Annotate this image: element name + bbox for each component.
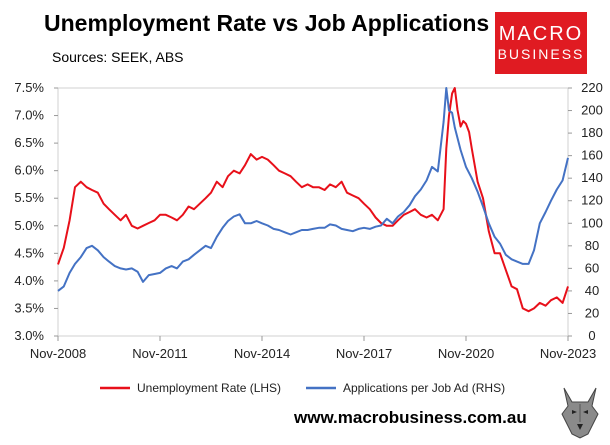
- y-right-tick-label: 60: [585, 260, 599, 275]
- wolf-logo-icon: [558, 384, 602, 440]
- y-left-tick-label: 3.0%: [14, 328, 44, 343]
- y-left-tick-label: 7.0%: [14, 108, 44, 123]
- plot-area-frame: [57, 87, 569, 337]
- x-tick-label: Nov-2011: [132, 346, 187, 361]
- legend-label: Applications per Job Ad (RHS): [343, 381, 505, 395]
- y-right-tick-label: 40: [585, 283, 599, 298]
- chart-title: Unemployment Rate vs Job Applications: [44, 10, 490, 36]
- series-line-unemployment-rate: [57, 87, 569, 313]
- x-tick-label: Nov-2017: [336, 346, 392, 361]
- x-tick-label: Nov-2020: [438, 346, 494, 361]
- y-left-tick-label: 3.5%: [14, 300, 44, 315]
- y-right-tick-label: 100: [581, 215, 603, 230]
- y-left-tick-label: 7.5%: [14, 80, 44, 95]
- logo-line-2: BUSINESS: [497, 46, 585, 62]
- x-tick-label: Nov-2014: [234, 346, 290, 361]
- y-left-tick-label: 6.5%: [14, 135, 44, 150]
- website-url: www.macrobusiness.com.au: [294, 408, 527, 427]
- legend-label: Unemployment Rate (LHS): [137, 381, 281, 395]
- macro-business-logo: MACRO BUSINESS: [495, 12, 587, 74]
- y-left-tick-label: 5.0%: [14, 218, 44, 233]
- y-left-tick-label: 4.5%: [14, 245, 44, 260]
- dual-axis-line-chart: 3.0% 3.5% 4.0% 4.5% 5.0% 5.5% 6.0% 6.5% 7.0% 7.5%…: [14, 80, 603, 395]
- y-right-tick-label: 200: [581, 103, 603, 118]
- y-right-tick-label: 180: [581, 125, 603, 140]
- y-right-tick-label: 160: [581, 148, 603, 163]
- y-right-tick-label: 140: [581, 170, 603, 185]
- series-line-applications-per-job-ad: [57, 87, 569, 292]
- x-tick-label: Nov-2008: [30, 346, 86, 361]
- y-left-tick-label: 4.0%: [14, 273, 44, 288]
- chart-subtitle: Sources: SEEK, ABS: [52, 49, 184, 65]
- y-right-tick-label: 220: [581, 80, 603, 95]
- y-right-tick-label: 0: [588, 328, 595, 343]
- x-tick-label: Nov-2023: [540, 346, 596, 361]
- y-right-tick-label: 80: [585, 238, 599, 253]
- y-left-tick-label: 6.0%: [14, 163, 44, 178]
- y-left-tick-label: 5.5%: [14, 190, 44, 205]
- y-right-tick-label: 120: [581, 193, 603, 208]
- logo-line-1: MACRO: [498, 23, 584, 45]
- y-right-tick-label: 20: [585, 305, 599, 320]
